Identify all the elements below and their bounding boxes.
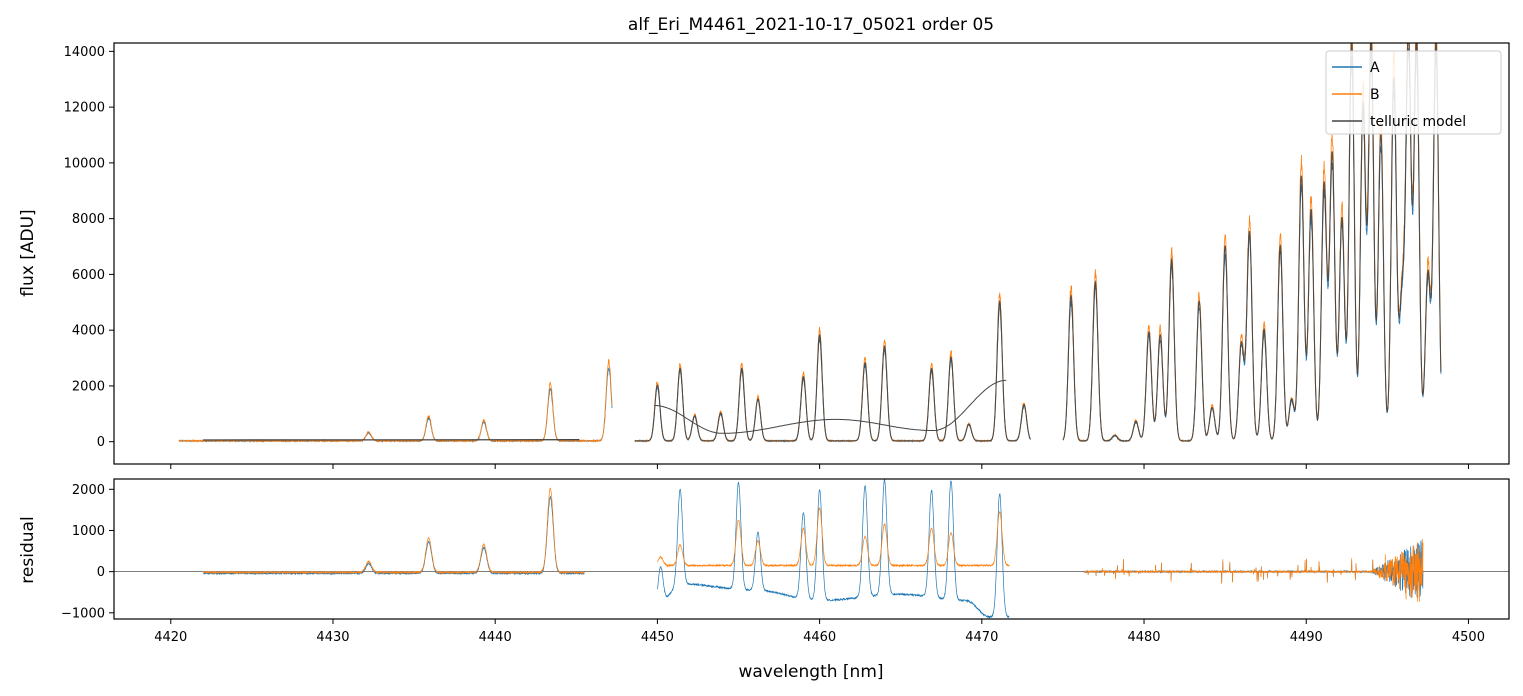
- flux-axis-ticks: 0 2000 4000 6000 8000 10000 12000 14000: [64, 45, 1469, 469]
- flux-plot-area: [114, 43, 1509, 464]
- residual-x-tick-label: 4460: [803, 630, 836, 645]
- legend-label: A: [1370, 60, 1380, 76]
- x-axis-label: wavelength [nm]: [738, 662, 883, 682]
- legend-label: telluric model: [1370, 114, 1466, 130]
- residual-plot-frame: [113, 478, 1510, 620]
- residual-plot-area: [114, 479, 1509, 619]
- flux-series-group: [178, 43, 1442, 443]
- residual-b-line: [203, 487, 585, 575]
- flux-y-tick-label: 12000: [64, 101, 105, 116]
- residual-x-tick-label: 4420: [154, 630, 187, 645]
- residual-axis-ticks: 4420 4430 4440 4450 4460 4470 4480 4490 4500 −100…: [61, 483, 1485, 645]
- residual-panel: 4420 4430 4440 4450 4460 4470 4480 4490 4500 −100…: [18, 478, 1510, 682]
- residual-x-tick-label: 4500: [1452, 630, 1485, 645]
- residual-a-line: [657, 479, 1010, 619]
- chart-title: alf_Eri_M4461_2021-10-17_05021 order 05: [628, 15, 994, 35]
- legend-label: B: [1370, 87, 1380, 103]
- residual-y-tick-label: −1000: [61, 606, 105, 621]
- residual-x-tick-label: 4480: [1127, 630, 1160, 645]
- residual-y-label: residual: [18, 516, 38, 583]
- flux-plot-frame: [113, 42, 1510, 465]
- flux-y-tick-label: 4000: [72, 324, 105, 339]
- residual-x-tick-label: 4470: [965, 630, 998, 645]
- flux-y-label: flux [ADU]: [18, 209, 38, 296]
- telluric-model-continuum: [654, 379, 1007, 434]
- residual-b-line: [657, 506, 1010, 568]
- telluric-model-line: [634, 299, 1031, 442]
- residual-x-tick-label: 4450: [641, 630, 674, 645]
- flux-y-tick-label: 6000: [72, 268, 105, 283]
- residual-y-tick-label: 1000: [72, 524, 105, 539]
- flux-y-tick-label: 10000: [64, 156, 105, 171]
- series-b-line: [178, 358, 613, 443]
- residual-series-group: [114, 479, 1509, 619]
- residual-y-tick-label: 2000: [72, 483, 105, 498]
- residual-x-tick-label: 4440: [479, 630, 512, 645]
- residual-b-line: [1083, 538, 1424, 602]
- residual-x-tick-label: 4430: [316, 630, 349, 645]
- flux-panel: 0 2000 4000 6000 8000 10000 12000 14000 flux [A…: [18, 42, 1510, 469]
- flux-y-tick-label: 8000: [72, 212, 105, 227]
- flux-y-tick-label: 2000: [72, 379, 105, 394]
- residual-y-tick-label: 0: [97, 565, 105, 580]
- flux-y-tick-label: 0: [97, 435, 105, 450]
- telluric-model-line: [1062, 43, 1442, 442]
- legend-box: [1325, 50, 1502, 135]
- residual-x-tick-label: 4490: [1290, 630, 1323, 645]
- flux-y-tick-label: 14000: [64, 45, 105, 60]
